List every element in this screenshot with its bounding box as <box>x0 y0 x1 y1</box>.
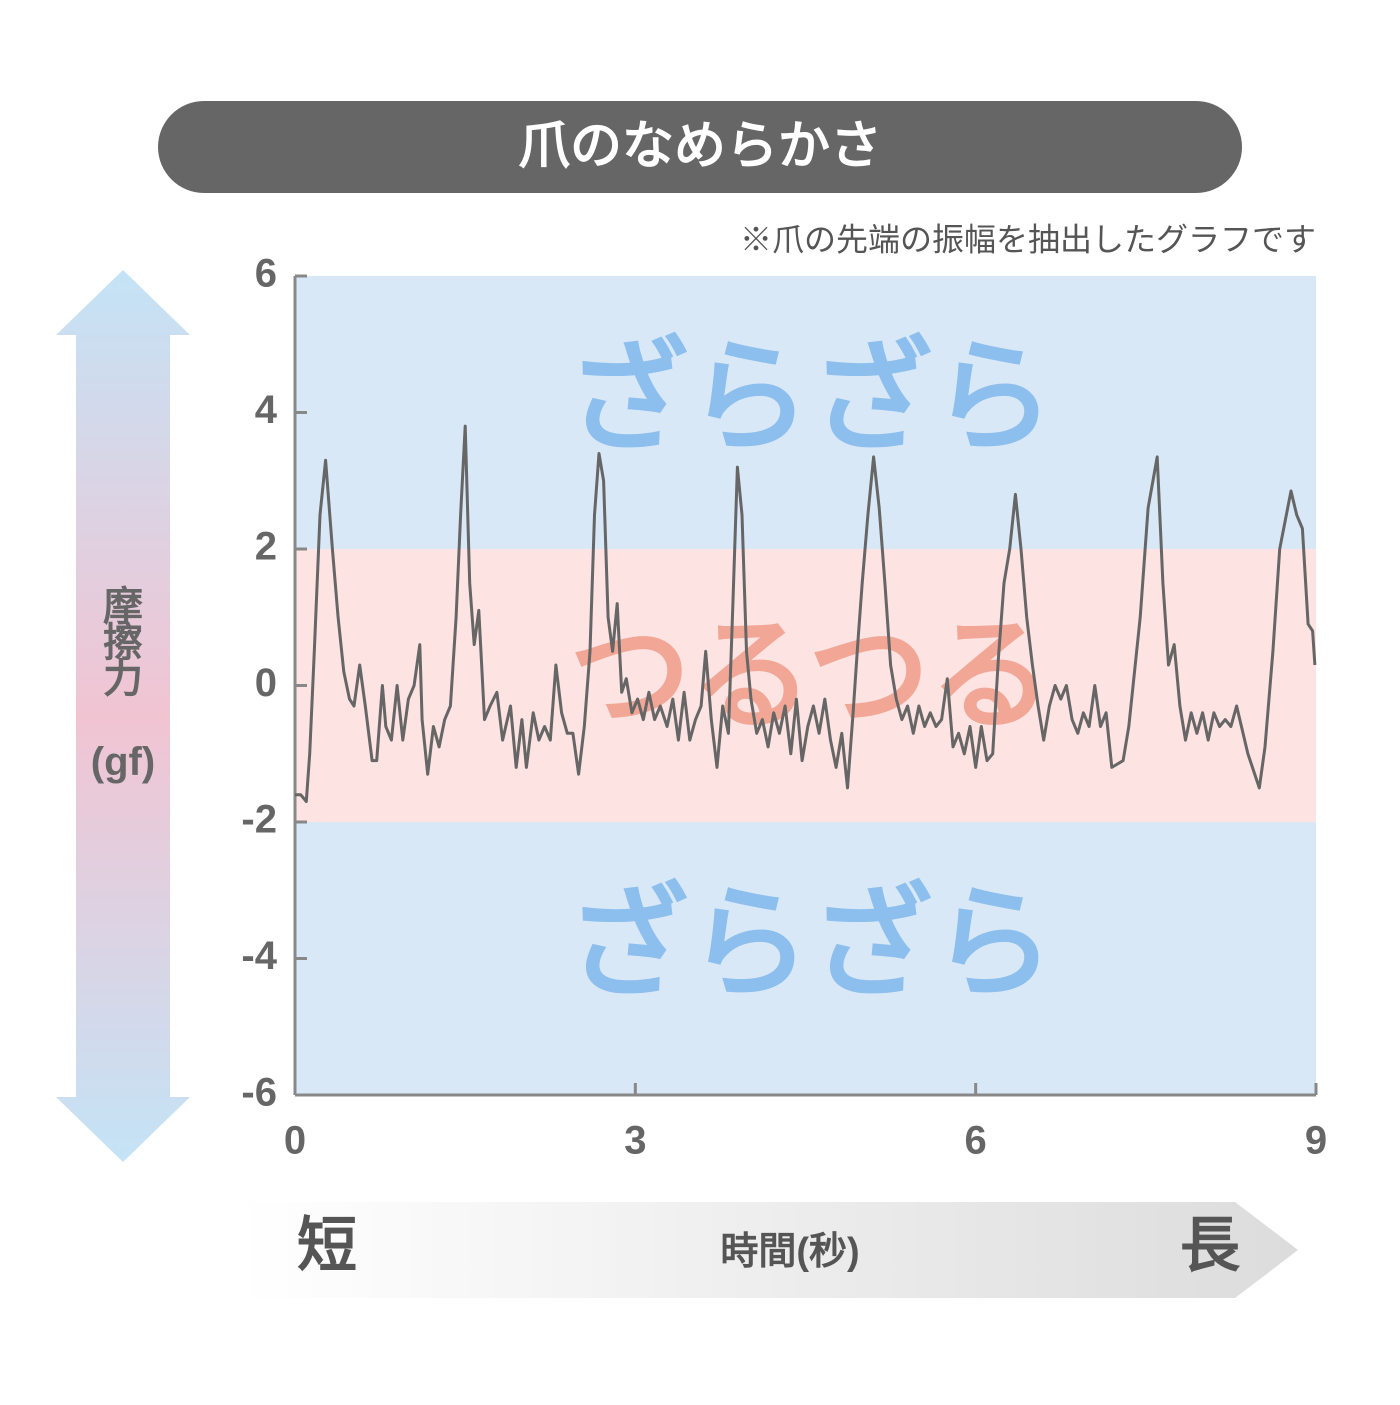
y-axis-unit: (gf) <box>90 740 156 784</box>
band <box>295 822 1316 1095</box>
x-start-label: 短 <box>297 1212 357 1279</box>
y-tick-label: 6 <box>255 252 277 296</box>
x-tick-label: 0 <box>284 1119 306 1163</box>
title-pill <box>158 101 1242 193</box>
x-tick-label: 3 <box>624 1119 646 1163</box>
y-arrow <box>56 270 190 1162</box>
x-tick-label: 9 <box>1305 1119 1327 1163</box>
y-tick-label: -6 <box>241 1071 277 1115</box>
band <box>295 549 1316 822</box>
y-tick-label: 2 <box>255 525 277 569</box>
y-axis-label: 摩擦力 <box>97 585 141 693</box>
y-tick-label: -2 <box>241 798 277 842</box>
y-tick-label: 0 <box>255 661 277 705</box>
y-tick-label: 4 <box>255 388 278 432</box>
data-line <box>295 424 1317 803</box>
band-label: ざらざら <box>567 330 1055 466</box>
note: ※爪の先端の振幅を抽出したグラフです <box>740 221 1316 257</box>
x-end-label: 長 <box>1180 1212 1241 1279</box>
x-tick-label: 6 <box>965 1119 987 1163</box>
x-arrow <box>240 1202 1298 1298</box>
chart-title: 爪のなめらかさ <box>518 118 882 176</box>
band-label: つるつる <box>569 608 1052 744</box>
band-label: ざらざら <box>567 876 1055 1012</box>
band <box>295 276 1316 549</box>
y-tick-label: -4 <box>241 934 277 978</box>
x-axis-label: 時間(秒) <box>720 1231 859 1273</box>
